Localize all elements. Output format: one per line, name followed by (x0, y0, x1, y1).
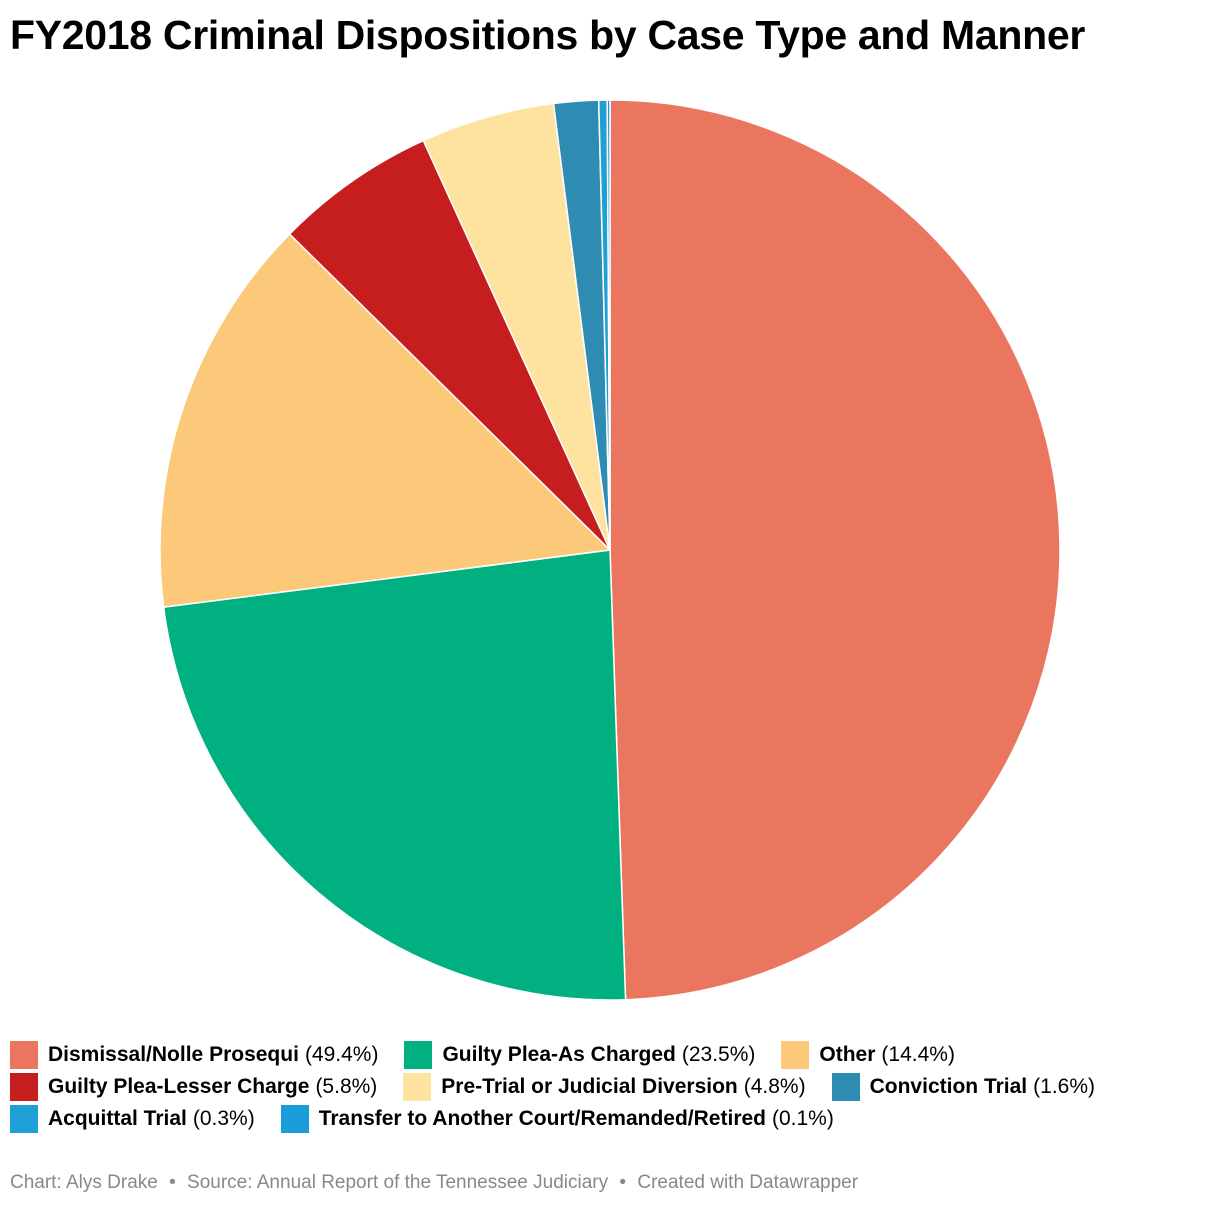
legend-swatch (10, 1041, 38, 1069)
legend-swatch (10, 1073, 38, 1101)
legend-value: (0.1%) (772, 1107, 834, 1130)
legend-item-conviction-trial: Conviction Trial (1.6%) (831, 1073, 1095, 1101)
pie-slice-other (159, 233, 611, 608)
legend-value: (23.5%) (681, 1043, 756, 1066)
legend-row: Guilty Plea-Lesser Charge (5.8%) Pre-Tri… (10, 1071, 1210, 1103)
legend-item-acquittal-trial: Acquittal Trial (0.3%) (10, 1105, 255, 1133)
legend-row: Dismissal/Nolle Prosequi (49.4%) Guilty … (10, 1039, 1210, 1071)
pie-slice-guilty-plea-lesser-charge (288, 139, 611, 551)
legend-swatch (781, 1041, 810, 1069)
pie-chart (159, 99, 1061, 1001)
legend-item-transfer: Transfer to Another Court/Remanded/Retir… (280, 1105, 834, 1133)
legend-label: Dismissal/Nolle Prosequi (48, 1043, 299, 1066)
legend-item-other: Other (14.4%) (781, 1041, 955, 1069)
pie-slice-guilty-plea-as-charged (162, 549, 627, 1001)
legend-label: Guilty Plea-As Charged (442, 1043, 676, 1066)
legend-label: Conviction Trial (869, 1075, 1028, 1098)
source-note: Source: Annual Report of the Tennessee J… (187, 1172, 609, 1193)
chart-title: FY2018 Criminal Dispositions by Case Typ… (10, 12, 1086, 58)
legend-value: (5.8%) (315, 1075, 378, 1098)
legend-label: Acquittal Trial (48, 1107, 187, 1130)
footer-separator: • (619, 1172, 627, 1193)
legend-row: Acquittal Trial (0.3%) Transfer to Anoth… (10, 1103, 1210, 1135)
legend-swatch (404, 1041, 433, 1069)
chart-credit: Chart: Alys Drake (10, 1172, 158, 1193)
legend-label: Guilty Plea-Lesser Charge (48, 1075, 310, 1098)
pie-slice-dismissal-nolle-prosequi (609, 99, 1061, 1001)
legend-value: (49.4%) (304, 1043, 379, 1066)
legend-swatch (403, 1073, 432, 1101)
legend-item-dismissal: Dismissal/Nolle Prosequi (49.4%) (10, 1041, 378, 1069)
legend-swatch (10, 1105, 38, 1133)
legend-label: Pre-Trial or Judicial Diversion (441, 1075, 738, 1098)
legend-value: (0.3%) (192, 1107, 255, 1130)
legend-label: Transfer to Another Court/Remanded/Retir… (318, 1107, 766, 1130)
legend-item-guilty-plea-as-charged: Guilty Plea-As Charged (23.5%) (404, 1041, 755, 1069)
footer-separator: • (169, 1172, 176, 1193)
legend-item-guilty-plea-lesser-charge: Guilty Plea-Lesser Charge (5.8%) (10, 1073, 377, 1101)
legend-label: Other (819, 1043, 876, 1066)
legend-swatch (831, 1073, 860, 1101)
pie-slices (159, 99, 1061, 1001)
legend-item-pre-trial-diversion: Pre-Trial or Judicial Diversion (4.8%) (403, 1073, 806, 1101)
legend-swatch (280, 1105, 309, 1133)
created-with: Created with Datawrapper (637, 1172, 859, 1193)
legend: Dismissal/Nolle Prosequi (49.4%) Guilty … (10, 1039, 1210, 1135)
legend-value: (1.6%) (1033, 1075, 1095, 1098)
pie-slice-transfer-to-another-court-remanded-retired (606, 99, 611, 551)
legend-value: (14.4%) (881, 1043, 955, 1066)
footer: Chart: Alys Drake • Source: Annual Repor… (10, 1172, 858, 1194)
legend-value: (4.8%) (743, 1075, 806, 1098)
